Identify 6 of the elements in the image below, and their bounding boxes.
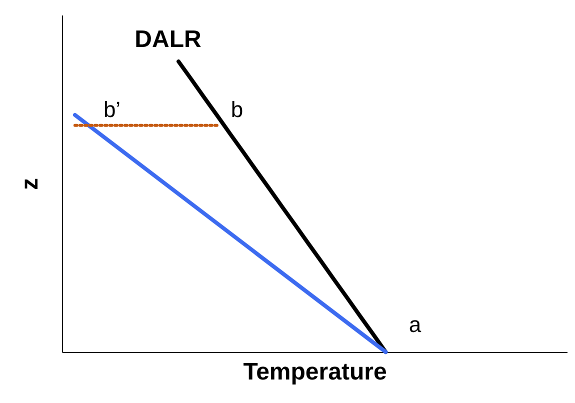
annotation: b’ xyxy=(103,97,121,122)
x-axis-title: Temperature xyxy=(243,358,387,386)
y-axis-title: z xyxy=(16,178,44,190)
text: DALR xyxy=(134,26,202,53)
annotation: a xyxy=(408,312,422,337)
annotation: b xyxy=(230,97,244,122)
